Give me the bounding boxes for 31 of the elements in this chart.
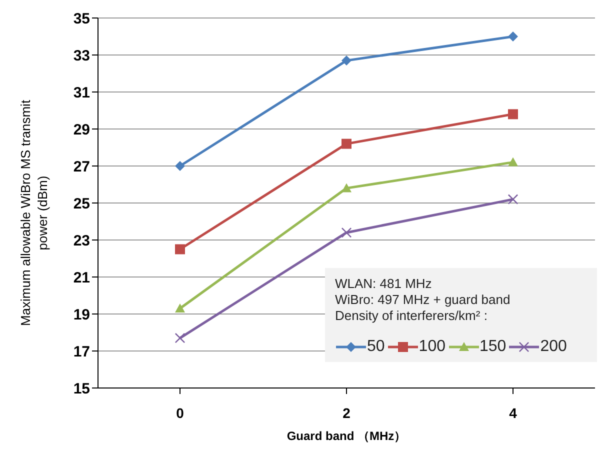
point bbox=[342, 56, 352, 66]
y-tick-label: 23 bbox=[73, 232, 90, 250]
legend-label: 100 bbox=[418, 338, 446, 356]
y-tick-label: 21 bbox=[73, 269, 90, 286]
x-axis-title: Guard band （MHz） bbox=[286, 429, 406, 443]
y-axis-title: Maximum allowable WiBro MS transmit power (dBm) bbox=[18, 100, 50, 326]
y-tick-label: 15 bbox=[73, 380, 90, 398]
point bbox=[342, 138, 352, 149]
legend-title: WLAN: 481 MHz WiBro: 497 MHz + guard band Density of interferers/km² : bbox=[335, 276, 512, 324]
y-tick-label: 19 bbox=[73, 306, 90, 324]
point bbox=[175, 303, 185, 312]
point bbox=[508, 109, 518, 120]
legend-label: 50 bbox=[367, 338, 385, 356]
y-tick-label: 17 bbox=[73, 343, 90, 360]
x-tick-label: 0 bbox=[176, 404, 184, 421]
y-tick-label: 27 bbox=[73, 158, 90, 176]
point bbox=[342, 183, 352, 192]
y-tick-label: 35 bbox=[73, 10, 90, 28]
x-tick-label: 4 bbox=[509, 404, 518, 421]
y-tick-label: 31 bbox=[73, 84, 90, 102]
y-tick-label: 33 bbox=[73, 47, 90, 64]
point bbox=[175, 244, 185, 254]
point bbox=[508, 32, 518, 42]
legend-label: 150 bbox=[480, 338, 506, 356]
y-tick-label: 25 bbox=[73, 195, 90, 212]
legend-label: 200 bbox=[540, 338, 567, 356]
x-tick-label: 2 bbox=[342, 404, 351, 421]
point bbox=[508, 157, 518, 166]
point bbox=[175, 161, 185, 171]
y-tick-label: 29 bbox=[73, 121, 90, 138]
point bbox=[508, 194, 518, 204]
